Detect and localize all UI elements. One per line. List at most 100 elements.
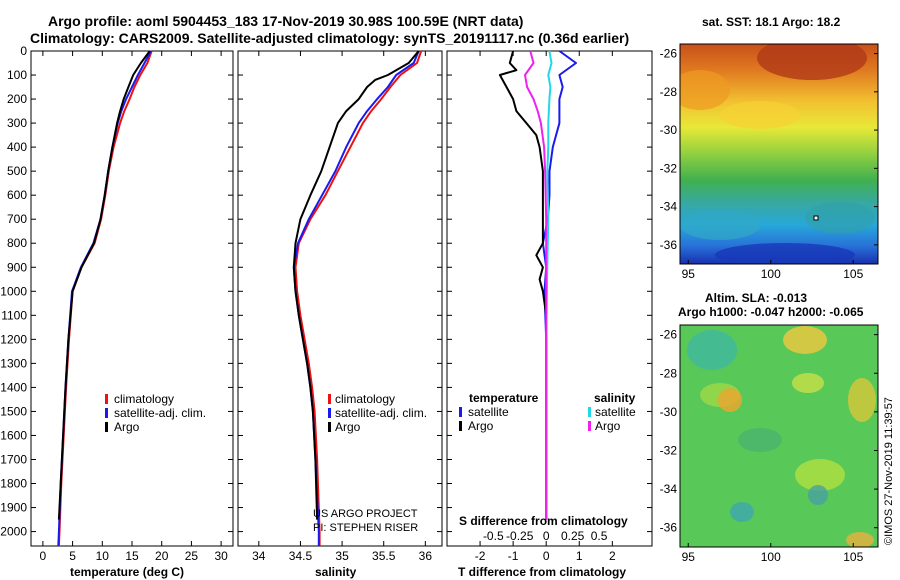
- sst-warm-patch: [757, 44, 867, 80]
- sla-patch: [718, 388, 742, 412]
- depth-tick-label: 500: [7, 164, 27, 178]
- sla-patch: [808, 485, 828, 505]
- depth-tick-label: 800: [7, 236, 27, 250]
- s-tick-label: -0.5: [483, 529, 504, 543]
- x-tick-label: 34.5: [289, 549, 313, 563]
- climatology-line: [294, 50, 423, 546]
- sla-map-ticks: 95 100 105 -26 -28 -30 -32 -34 -36: [660, 328, 878, 564]
- x-tick-label: 5: [69, 549, 76, 563]
- sst-patch: [715, 243, 855, 264]
- depth-tick-label: 1400: [0, 380, 27, 394]
- sla-map-title-line2: Argo h1000: -0.047 h2000: -0.065: [678, 305, 864, 319]
- depth-tick-label: 900: [7, 260, 27, 274]
- depth-tick-label: 1900: [0, 501, 27, 515]
- x-tick-label: 1: [576, 549, 583, 563]
- depth-tick-label: 300: [7, 116, 27, 130]
- sla-patch: [783, 326, 827, 354]
- sla-patch: [792, 373, 824, 393]
- s-tick-label: 0.5: [591, 529, 608, 543]
- sla-patch: [846, 532, 874, 547]
- legend-s-argo-label: Argo: [595, 419, 621, 433]
- s-tick-label: 0: [543, 529, 550, 543]
- legend-argo-swatch: [328, 422, 331, 432]
- credit-pi: PI: STEPHEN RISER: [313, 522, 418, 534]
- x-tick-label: 15: [125, 549, 139, 563]
- legend-argo-label: Argo: [335, 420, 361, 434]
- map-y-tick-label: -30: [660, 405, 678, 419]
- legend-argo-label: Argo: [114, 420, 140, 434]
- map-x-tick-label: 95: [682, 550, 696, 564]
- sst-patch: [805, 202, 875, 234]
- salinity-x-ticks: 34 34.5 35 35.5 36: [252, 51, 432, 563]
- map-y-tick-label: -30: [660, 123, 678, 137]
- legend-s-argo-swatch: [588, 421, 591, 431]
- depth-tick-label: 1300: [0, 356, 27, 370]
- legend-t-argo-swatch: [459, 421, 462, 431]
- s-argo-diff-line: [524, 50, 548, 520]
- argo-position-marker: [813, 215, 819, 221]
- legend-argo-swatch: [105, 422, 108, 432]
- legend-climatology-label: climatology: [335, 392, 395, 406]
- map-x-tick-label: 95: [682, 267, 696, 281]
- depth-tick-label: 100: [7, 68, 27, 82]
- depth-tick-label: 1500: [0, 404, 27, 418]
- map-y-tick-label: -34: [660, 482, 678, 496]
- legend-climatology-label: climatology: [114, 392, 174, 406]
- sla-patch: [795, 459, 845, 491]
- s-tick-label: -0.25: [506, 529, 534, 543]
- legend-t-satellite-swatch: [459, 407, 462, 417]
- sst-patch: [720, 101, 800, 129]
- sla-patch: [848, 378, 876, 422]
- depth-tick-label: 400: [7, 140, 27, 154]
- credit-project: US ARGO PROJECT: [313, 508, 418, 520]
- map-y-tick-label: -32: [660, 161, 678, 175]
- satellite-adj-clim-line: [292, 50, 420, 546]
- sla-map-title-line1: Altim. SLA: -0.013: [705, 291, 807, 305]
- map-y-tick-label: -34: [660, 200, 678, 214]
- legend-satellite-swatch: [328, 408, 331, 418]
- x-tick-label: 0: [40, 549, 47, 563]
- sst-map-ticks: 95 100 105 -26 -28 -30 -32 -34 -36: [660, 47, 878, 281]
- sla-patch: [687, 330, 737, 370]
- sla-map: Altim. SLA: -0.013 Argo h1000: -0.047 h2…: [660, 291, 879, 564]
- legend-satellite-label: satellite-adj. clim.: [335, 406, 427, 420]
- timestamp-stamp: ©IMOS 27-Nov-2019 11:39:57: [883, 397, 895, 545]
- x-tick-label: 25: [185, 549, 199, 563]
- depth-tick-label: 0: [20, 44, 27, 58]
- x-tick-label: 0: [543, 549, 550, 563]
- salinity-plot-frame: [237, 50, 443, 547]
- depth-tick-label: 1800: [0, 477, 27, 491]
- sst-map-frame: [679, 43, 879, 265]
- map-x-tick-label: 100: [761, 267, 781, 281]
- map-y-tick-label: -32: [660, 443, 678, 457]
- map-y-tick-label: -28: [660, 85, 678, 99]
- sla-patch: [738, 428, 782, 452]
- depth-tick-label: 1700: [0, 452, 27, 466]
- depth-tick-label: 700: [7, 212, 27, 226]
- legend-s-satellite-label: satellite: [595, 405, 636, 419]
- x-tick-label: -2: [475, 549, 486, 563]
- depth-axis: 0 100 200 300 400 500 600 700 800 900 1000 1100 1200…: [0, 44, 652, 539]
- map-y-tick-label: -26: [660, 328, 678, 342]
- legend-s-satellite-swatch: [588, 407, 591, 417]
- argo-line: [57, 50, 151, 520]
- depth-tick-label: 1600: [0, 428, 27, 442]
- temperature-legend: climatology satellite-adj. clim. Argo: [105, 392, 206, 434]
- depth-tick-label: 1100: [1, 308, 27, 322]
- sla-patch: [730, 502, 754, 522]
- x-tick-label: 35.5: [372, 549, 396, 563]
- map-y-tick-label: -26: [660, 47, 678, 61]
- difference-x-ticks: -2 -1 0 1 2: [475, 51, 616, 563]
- salinity-panel: 34 34.5 35 35.5 36 salinity climatology sate…: [237, 50, 443, 579]
- depth-tick-label: 1200: [0, 332, 27, 346]
- sst-map: sat. SST: 18.1 Argo: 18.2 95 100 105 -26 -28…: [660, 15, 879, 281]
- sst-map-title: sat. SST: 18.1 Argo: 18.2: [702, 15, 841, 29]
- legend-t-argo-label: Argo: [468, 419, 494, 433]
- figure-title-line2: Climatology: CARS2009. Satellite-adjuste…: [30, 30, 629, 46]
- legend-satellite-label: satellite-adj. clim.: [114, 406, 206, 420]
- legend-t-satellite-label: satellite: [468, 405, 509, 419]
- difference-lines: [498, 50, 577, 520]
- x-tick-label: 2: [609, 549, 616, 563]
- legend-salinity-heading: salinity: [594, 391, 636, 405]
